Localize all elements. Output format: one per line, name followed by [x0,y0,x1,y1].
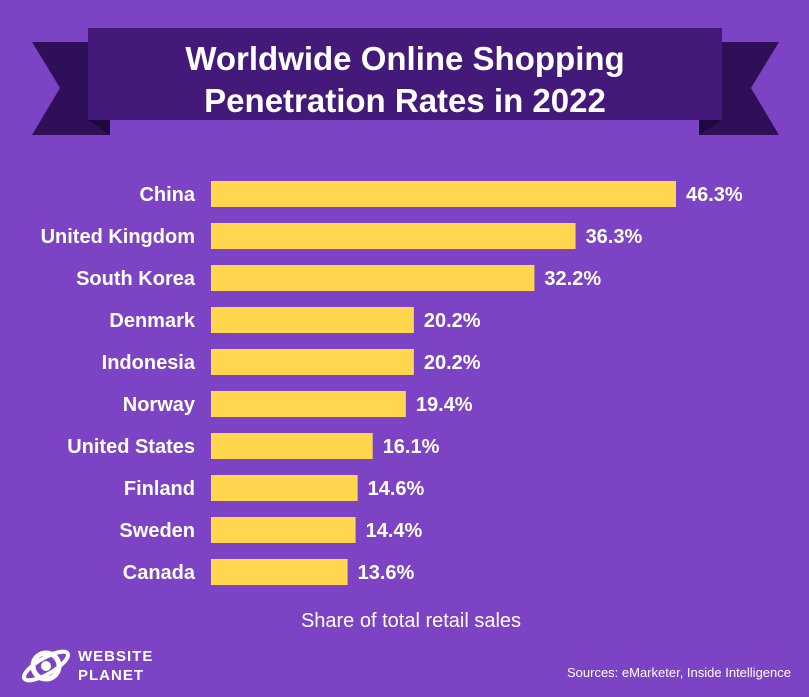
category-label: Denmark [109,310,195,332]
banner-left-fold [88,120,110,135]
banner-right-fold [699,120,722,135]
bar [211,181,676,207]
source-note: Sources: eMarketer, Inside Intelligence [566,665,791,680]
value-label: 20.2% [424,352,481,374]
title-line-2: Penetration Rates in 2022 [204,82,606,119]
website-planet-logo-icon [21,649,71,683]
value-label: 16.1% [383,436,440,458]
brand-text: WEBSITE PLANET [78,647,153,685]
category-label: China [139,184,195,206]
banner-body [88,28,722,120]
bar [211,391,406,417]
value-label: 19.4% [416,394,473,416]
category-label: Norway [123,394,196,416]
category-label: Indonesia [102,352,196,374]
bar [211,307,414,333]
x-axis-label: Share of total retail sales [300,610,522,632]
value-label: 20.2% [424,310,481,332]
category-label: Sweden [119,520,195,542]
category-label: United Kingdom [41,226,195,248]
bar [211,265,535,291]
bar [211,475,358,501]
bar [211,559,348,585]
brand-line-1: WEBSITE [78,648,154,665]
bar [211,223,576,249]
category-label: South Korea [76,268,196,290]
category-label: Canada [123,562,196,584]
bar [211,433,373,459]
category-label: Finland [124,478,195,500]
value-label: 14.4% [366,520,423,542]
title-line-1: Worldwide Online Shopping [185,40,625,77]
bar [211,349,414,375]
category-label: United States [67,436,195,458]
chart-title: Worldwide Online Shopping Penetration Ra… [88,32,722,128]
value-label: 14.6% [368,478,425,500]
bar [211,517,356,543]
brand-line-2: PLANET [78,667,144,684]
value-label: 13.6% [358,562,415,584]
value-label: 46.3% [686,184,743,206]
bar-chart: China 46.3% United Kingdom 36.3% South Korea… [41,181,743,585]
value-label: 36.3% [586,226,643,248]
title-banner [32,28,779,135]
value-label: 32.2% [544,268,601,290]
